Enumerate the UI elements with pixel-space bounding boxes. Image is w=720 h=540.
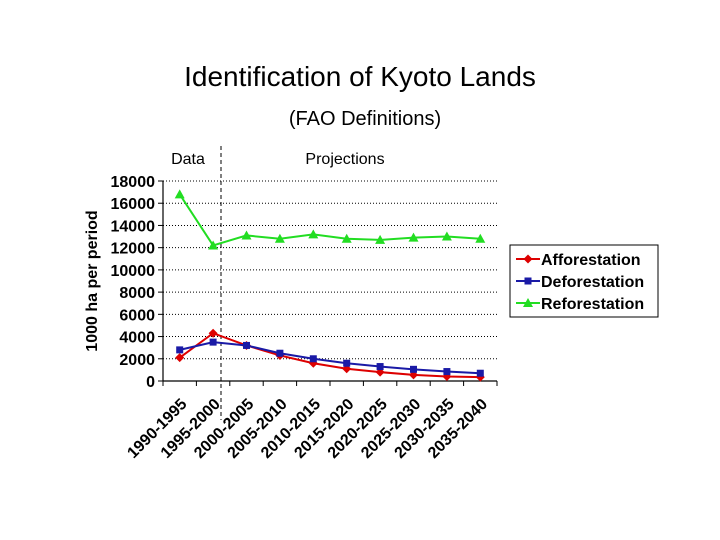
series-line-afforestation <box>179 332 481 379</box>
y-tick-label: 16000 <box>111 196 156 213</box>
data-point-deforestation <box>176 346 184 354</box>
y-tick-label: 18000 <box>111 174 156 191</box>
data-point-reforestation <box>208 240 219 250</box>
y-axis-ticks: 0 2000 4000 6000 8000 10000 12000 14000 16000 180… <box>111 174 163 391</box>
data-point-reforestation <box>174 189 185 199</box>
data-point-reforestation <box>274 233 285 243</box>
y-tick-label: 14000 <box>111 218 156 235</box>
annotation-projections: Projections <box>305 151 384 168</box>
annotation-data: Data <box>171 151 205 168</box>
series-group <box>174 189 486 382</box>
data-point-deforestation <box>443 368 451 376</box>
y-tick-label: 4000 <box>119 330 155 347</box>
data-point-deforestation <box>410 365 417 373</box>
series-reforestation <box>174 189 486 250</box>
chart-subtitle: (FAO Definitions) <box>289 108 441 130</box>
y-axis-label: 1000 ha per period <box>84 210 101 351</box>
data-point-deforestation <box>309 355 317 363</box>
data-point-reforestation <box>375 234 386 244</box>
legend: Afforestation Deforestation Reforestation <box>509 244 659 318</box>
y-tick-label: 10000 <box>111 263 156 280</box>
data-point-deforestation <box>209 338 217 346</box>
y-tick-label: 0 <box>146 374 155 391</box>
legend-label: Afforestation <box>541 252 641 269</box>
data-point-deforestation <box>476 369 484 377</box>
y-tick-label: 8000 <box>119 285 155 302</box>
legend-marker-reforestation <box>523 298 533 307</box>
legend-item-afforestation: Afforestation <box>516 252 641 269</box>
legend-item-deforestation: Deforestation <box>516 274 644 291</box>
series-afforestation <box>175 328 485 382</box>
series-line-reforestation <box>178 193 481 247</box>
data-point-reforestation <box>441 231 452 241</box>
y-tick-label: 12000 <box>111 241 156 258</box>
data-point-reforestation <box>341 233 352 243</box>
y-tick-label: 2000 <box>119 352 155 369</box>
chart-title: Identification of Kyoto Lands <box>184 61 536 92</box>
legend-item-reforestation: Reforestation <box>516 296 644 313</box>
data-point-deforestation <box>343 359 351 367</box>
data-point-reforestation <box>308 229 319 239</box>
data-point-reforestation <box>475 233 486 243</box>
data-point-reforestation <box>241 230 252 240</box>
x-axis-ticks: 1990-19951995-20002000-20052005-20102010… <box>124 381 498 462</box>
legend-marker-afforestation <box>523 254 533 264</box>
data-point-afforestation <box>175 353 185 363</box>
series-deforestation <box>176 338 484 377</box>
series-line-deforestation <box>179 341 481 375</box>
legend-label: Deforestation <box>541 274 644 291</box>
legend-marker-deforestation <box>524 277 532 285</box>
data-point-deforestation <box>243 341 250 349</box>
legend-label: Reforestation <box>541 296 644 313</box>
data-point-deforestation <box>376 363 384 371</box>
y-tick-label: 6000 <box>119 307 155 324</box>
data-point-deforestation <box>276 349 284 357</box>
data-point-afforestation <box>208 328 218 338</box>
data-point-reforestation <box>408 232 419 242</box>
axes <box>162 181 497 382</box>
